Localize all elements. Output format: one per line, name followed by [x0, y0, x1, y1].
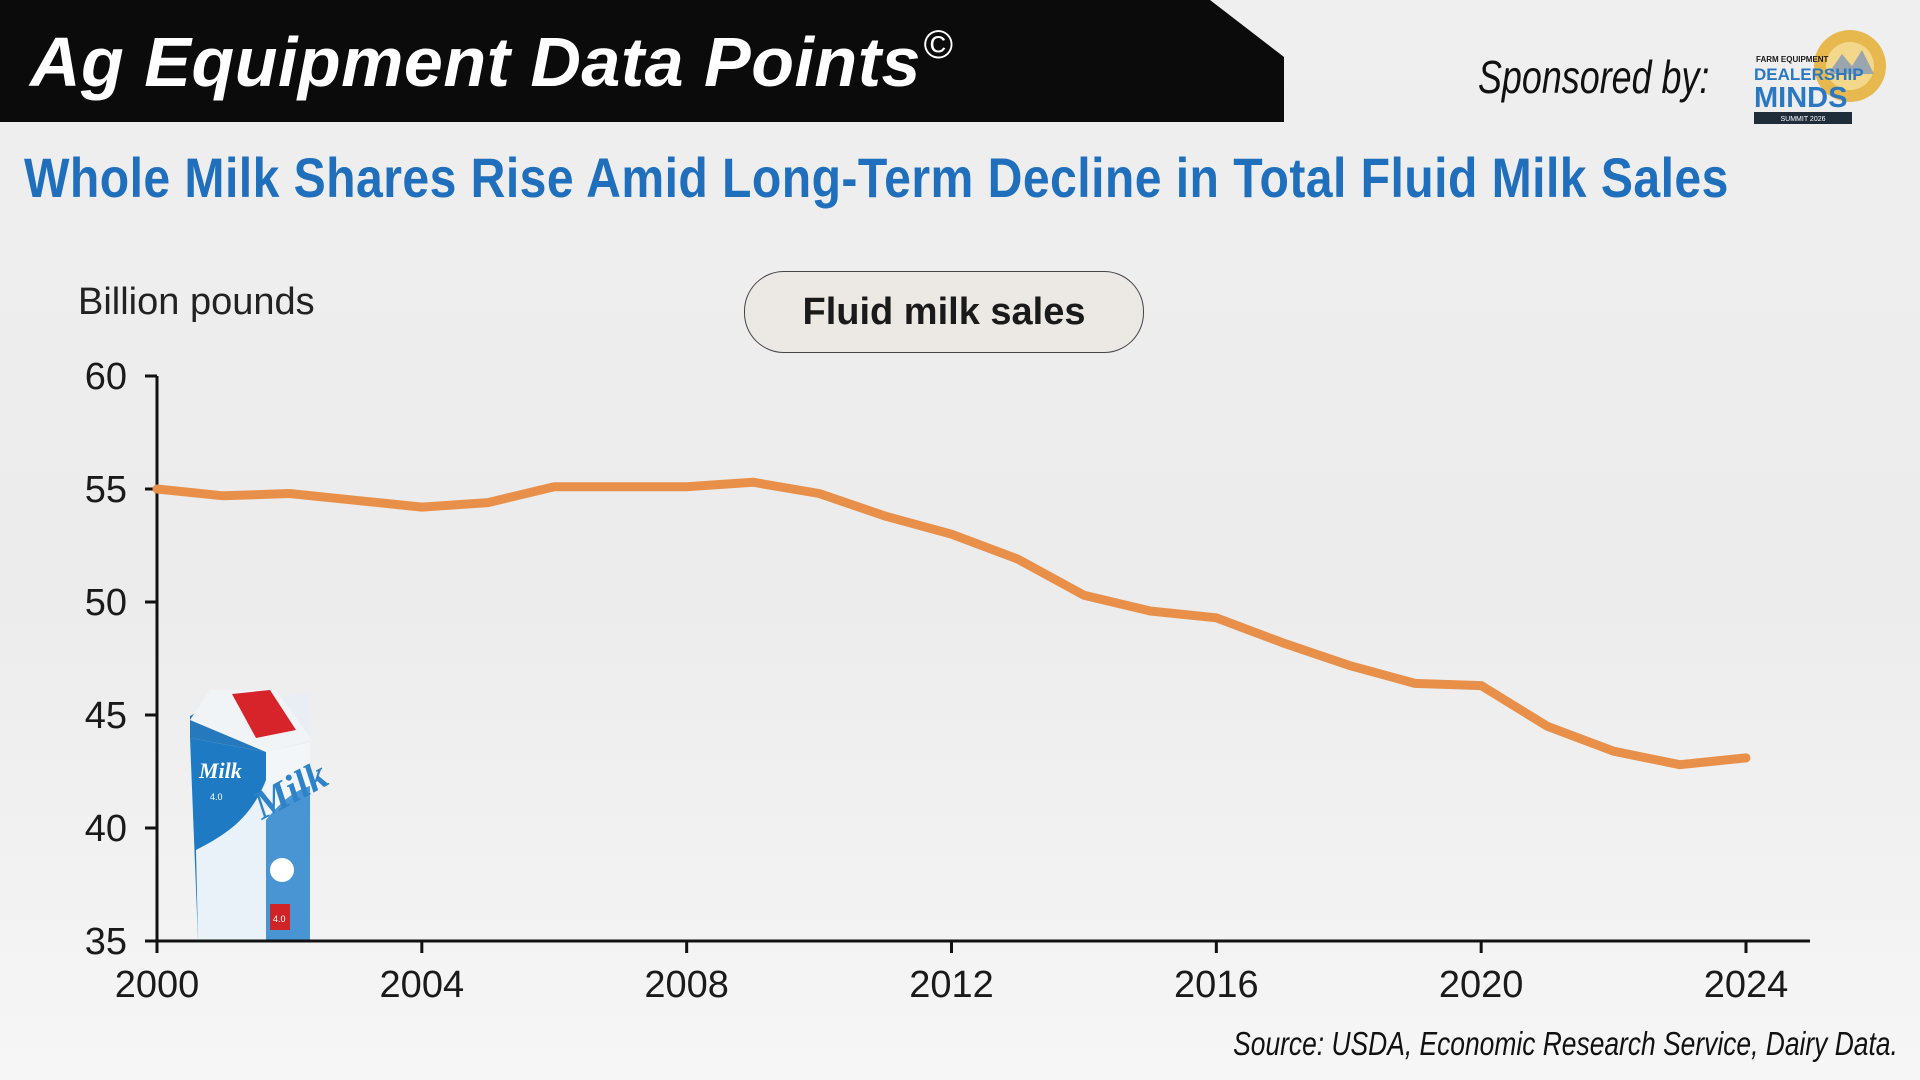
x-tick-label: 2024: [1704, 964, 1789, 1006]
logo-line2: DEALERSHIP: [1754, 65, 1864, 84]
series-line: [152, 477, 1751, 770]
y-tick-label: 55: [85, 469, 127, 511]
chart-axes: [155, 376, 1810, 943]
x-tick-label: 2020: [1439, 964, 1524, 1006]
x-tick-label: 2012: [909, 964, 994, 1006]
carton-badge: 4.0: [273, 914, 286, 924]
carton-small-text: 4.0: [210, 792, 223, 802]
y-tick-label: 40: [85, 808, 127, 850]
chart-title: Fluid milk sales: [802, 290, 1086, 333]
x-tick-label: 2004: [380, 964, 465, 1006]
y-tick-label: 60: [85, 356, 127, 398]
y-tick-label: 45: [85, 695, 127, 737]
milk-carton-image: Milk 4.0 Milk 4.0: [190, 690, 335, 940]
carton-label-small: Milk: [198, 758, 242, 783]
banner-title: Ag Equipment Data Points©: [30, 23, 953, 101]
chart-title-pill: Fluid milk sales: [744, 271, 1144, 353]
y-tick-label: 50: [85, 582, 127, 624]
logo-line1: FARM EQUIPMENT: [1756, 55, 1829, 64]
chart-ticks: 35 40 45 50 55 60 2000 2004 2008 2012 2016 2020 2024: [85, 356, 1789, 1006]
copyright-symbol: ©: [922, 23, 953, 67]
headline: Whole Milk Shares Rise Amid Long-Term De…: [24, 146, 1729, 209]
logo-line3: MINDS: [1754, 82, 1847, 114]
sponsored-label: Sponsored by:: [1478, 51, 1710, 103]
title-banner: [0, 0, 1284, 122]
sponsor-logo: FARM EQUIPMENT DEALERSHIP MINDS SUMMIT 2…: [1754, 30, 1886, 124]
x-tick-label: 2008: [644, 964, 729, 1006]
source-note: Source: USDA, Economic Research Service,…: [1233, 1025, 1898, 1062]
x-tick-label: 2000: [115, 964, 200, 1006]
y-axis-label: Billion pounds: [78, 281, 315, 323]
logo-line4: SUMMIT 2026: [1781, 116, 1826, 123]
y-tick-label: 35: [85, 921, 127, 963]
x-tick-label: 2016: [1174, 964, 1259, 1006]
